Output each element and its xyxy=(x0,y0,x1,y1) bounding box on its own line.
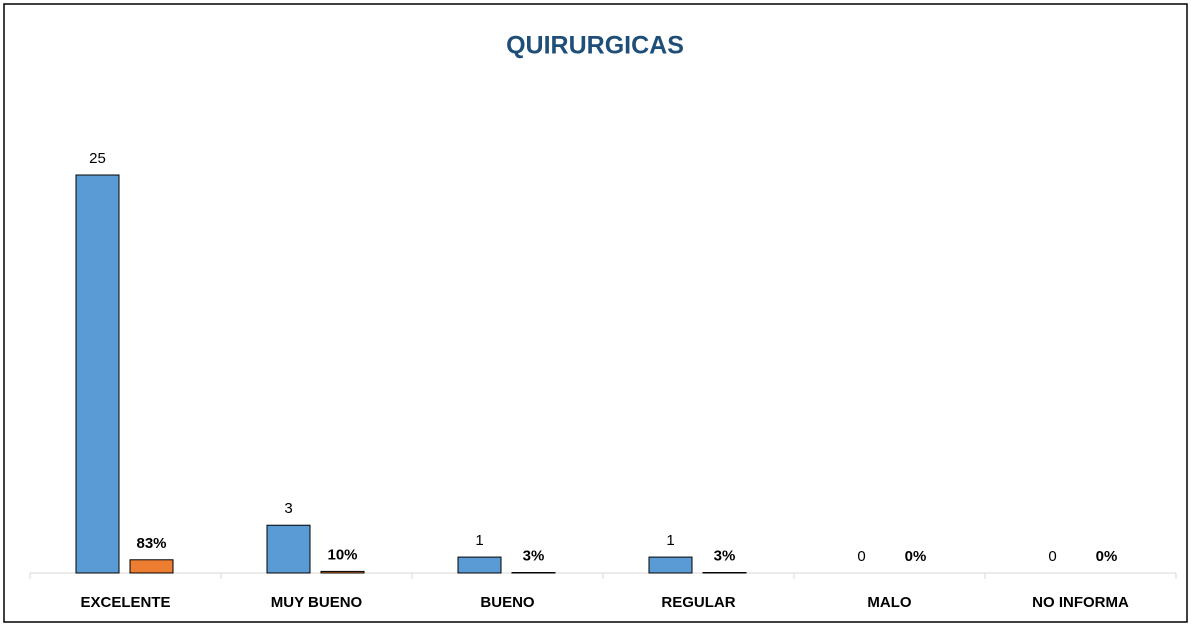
bar xyxy=(129,559,174,574)
data-label: 0 xyxy=(857,548,865,565)
data-label: 0 xyxy=(1048,548,1056,565)
data-label: 83% xyxy=(136,535,166,552)
frame xyxy=(3,3,1188,623)
x-tick-label: REGULAR xyxy=(661,594,735,611)
chart-title: QUIRURGICAS xyxy=(506,32,684,60)
data-label: 1 xyxy=(666,532,674,549)
bar xyxy=(648,556,693,574)
x-tick-label: NO INFORMA xyxy=(1032,594,1129,611)
x-tick-label: MALO xyxy=(867,594,911,611)
bar xyxy=(320,570,365,574)
bar xyxy=(266,524,311,574)
x-tick-label: MUY BUENO xyxy=(271,594,363,611)
data-label: 0% xyxy=(1096,548,1118,565)
x-tick-label: EXCELENTE xyxy=(80,594,170,611)
data-label: 10% xyxy=(327,546,357,563)
data-label: 1 xyxy=(475,532,483,549)
data-label: 3% xyxy=(714,547,736,564)
x-tick-label: BUENO xyxy=(480,594,535,611)
data-label: 0% xyxy=(905,548,927,565)
bar xyxy=(457,556,502,574)
data-label: 25 xyxy=(89,150,106,167)
bar xyxy=(75,174,120,574)
data-label: 3% xyxy=(523,547,545,564)
data-label: 3 xyxy=(284,500,292,517)
